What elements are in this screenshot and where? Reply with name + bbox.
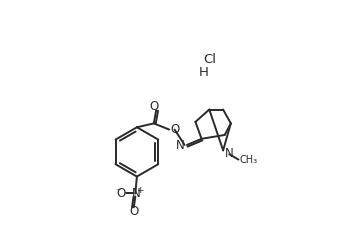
Text: N: N [225,147,234,160]
Text: O: O [129,205,138,218]
Text: CH₃: CH₃ [239,155,257,165]
Text: ⁻: ⁻ [115,188,121,198]
Text: O: O [149,100,158,113]
Text: N: N [176,139,184,152]
Text: O: O [116,187,125,200]
Text: O: O [170,123,179,136]
Text: +: + [136,186,144,195]
Text: Cl: Cl [203,53,216,66]
Text: N: N [132,187,140,200]
Text: H: H [199,66,208,79]
